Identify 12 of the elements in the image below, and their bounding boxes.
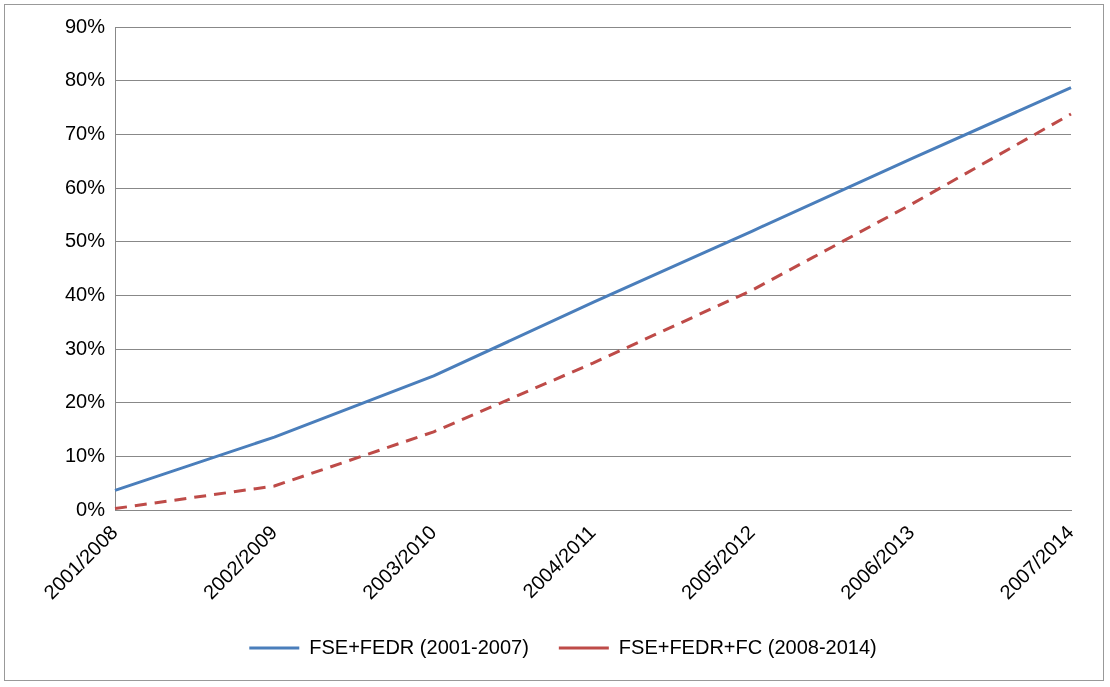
y-tick-label: 40% [65,282,106,305]
y-tick-label: 10% [65,444,106,467]
y-tick-label: 60% [65,175,106,198]
y-tick-label: 90% [65,14,106,37]
y-tick-label: 30% [65,336,106,359]
y-tick-label: 50% [65,229,106,252]
legend-label: FSE+FEDR+FC (2008-2014) [618,635,877,658]
y-tick-label: 0% [76,497,106,520]
y-tick-label: 70% [65,121,106,144]
y-tick-label: 80% [65,68,106,91]
y-tick-label: 20% [65,390,106,413]
legend-label: FSE+FEDR (2001-2007) [309,635,529,658]
